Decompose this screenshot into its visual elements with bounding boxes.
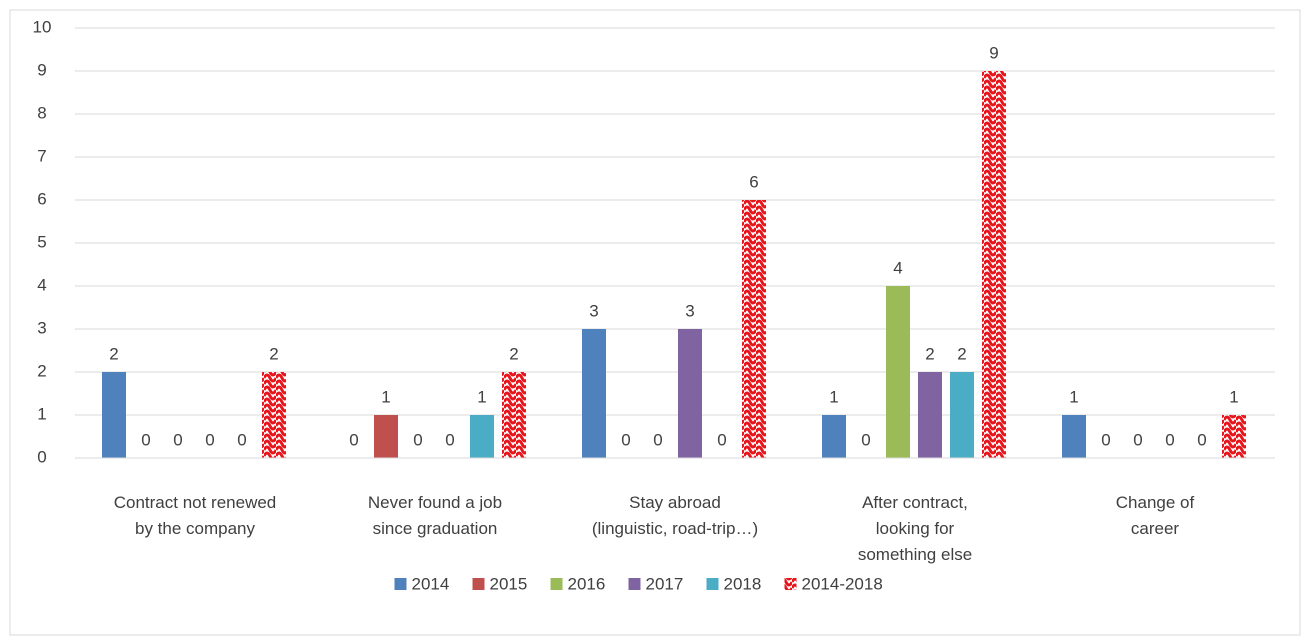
bar [102,372,126,458]
legend-swatch [784,578,797,590]
x-tick-label: Contract not renewed by the company [114,493,277,538]
legend-label: 2015 [490,574,528,593]
bar [470,415,494,458]
y-tick-label: 7 [37,146,46,165]
bar [1062,415,1086,458]
bar [678,329,702,458]
x-tick-line: something else [858,545,972,564]
x-tick-label: Change of career [1116,493,1195,538]
data-label: 1 [829,387,838,406]
x-tick-line: Never found a job [368,493,502,512]
data-label: 0 [1165,430,1174,449]
data-label: 0 [205,430,214,449]
chart-border [9,9,1301,636]
x-tick-label: Never found a job since graduation [368,493,502,538]
x-tick-line: Contract not renewed [114,493,277,512]
bar [1222,415,1246,458]
x-tick-line: looking for [876,519,955,538]
data-label: 0 [717,430,726,449]
bar [822,415,846,458]
legend-label: 2014 [412,574,450,593]
legend-swatch [628,578,641,590]
x-tick-label: Stay abroad (linguistic, road-trip…) [592,493,758,538]
legend-label: 2014-2018 [802,574,883,593]
bar [918,372,942,458]
legend-swatch [394,578,407,590]
y-tick-label: 10 [33,17,52,36]
data-label: 2 [957,344,966,363]
bar [262,372,286,458]
data-label: 2 [269,344,278,363]
data-label: 4 [893,258,902,277]
y-tick-label: 0 [37,447,46,466]
data-label: 0 [445,430,454,449]
data-label: 1 [381,387,390,406]
bar [982,71,1006,458]
data-label: 2 [109,344,118,363]
data-label: 6 [749,172,758,191]
y-tick-label: 9 [37,60,46,79]
x-tick-label: After contract, looking for something else [858,493,972,564]
bar [502,372,526,458]
legend-swatch [550,578,563,590]
data-label: 0 [1101,430,1110,449]
data-label: 3 [685,301,694,320]
legend-label: 2016 [568,574,606,593]
data-label: 0 [1133,430,1142,449]
x-tick-line: (linguistic, road-trip…) [592,519,758,538]
x-tick-line: Stay abroad [629,493,721,512]
bar [950,372,974,458]
data-label: 0 [413,430,422,449]
data-label: 0 [653,430,662,449]
y-tick-label: 2 [37,361,46,380]
y-tick-label: 3 [37,318,46,337]
bar [374,415,398,458]
data-label: 0 [237,430,246,449]
legend-label: 2017 [646,574,684,593]
x-tick-line: career [1131,519,1180,538]
data-label: 2 [925,344,934,363]
data-label: 3 [589,301,598,320]
y-tick-label: 4 [37,275,46,294]
bar [742,200,766,458]
bar [886,286,910,458]
x-tick-line: After contract, [862,493,968,512]
bar [582,329,606,458]
data-label: 0 [1197,430,1206,449]
legend-swatch [472,578,485,590]
data-label: 9 [989,43,998,62]
y-tick-label: 6 [37,189,46,208]
data-label: 0 [349,430,358,449]
x-tick-line: Change of [1116,493,1195,512]
data-label: 1 [1069,387,1078,406]
legend-label: 2018 [724,574,762,593]
data-label: 0 [861,430,870,449]
data-label: 1 [1229,387,1238,406]
x-tick-line: by the company [135,519,256,538]
legend-swatch [706,578,719,590]
data-label: 0 [621,430,630,449]
y-tick-label: 1 [37,404,46,423]
y-tick-label: 8 [37,103,46,122]
y-tick-label: 5 [37,232,46,251]
x-tick-line: since graduation [373,519,498,538]
data-label: 0 [141,430,150,449]
data-label: 1 [477,387,486,406]
data-label: 2 [509,344,518,363]
data-label: 0 [173,430,182,449]
